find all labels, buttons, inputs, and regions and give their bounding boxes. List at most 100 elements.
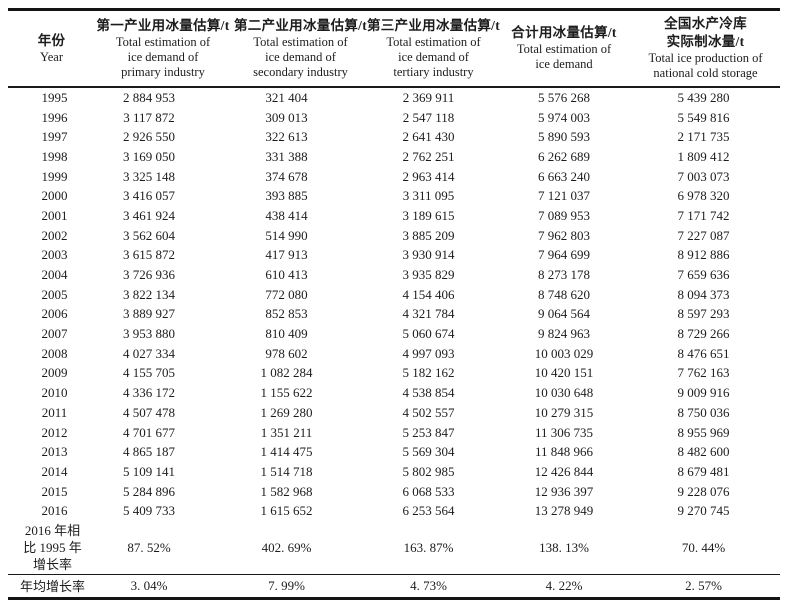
table-row: 2008 4 027 334 978 602 4 997 093 10 003 029 8… (8, 344, 780, 364)
table-row: 2009 4 155 705 1 082 284 5 182 162 10 420 15… (8, 364, 780, 384)
year-cell: 2010 (41, 385, 68, 401)
header-storage-zh-1: 全国水产冷库 (664, 16, 747, 31)
table-row: 2003 3 615 872 417 913 3 930 914 7 964 699 8 … (8, 246, 780, 266)
value-cell: 1 514 718 (260, 463, 313, 479)
year-cell: 2009 (41, 365, 68, 381)
header-primary-en-2: ice demand of (127, 49, 199, 64)
header-year: 年份 Year (8, 13, 95, 83)
header-primary-industry: 第一产业用冰量估算/t Total estimation of ice dema… (95, 13, 231, 83)
value-cell: 13 278 949 (534, 503, 594, 519)
value-cell: 8 748 620 (538, 286, 590, 302)
header-tertiary-en-2: ice demand of (398, 49, 469, 64)
value-cell: 2 762 251 (402, 148, 455, 164)
value-cell: 6 068 533 (402, 483, 455, 499)
value-cell: 393 885 (265, 188, 308, 204)
value-cell: 10 420 151 (534, 365, 594, 381)
header-tertiary-en-3: tertiary industry (393, 64, 474, 79)
value-cell: 5 060 674 (402, 326, 455, 342)
value-cell: 309 013 (265, 109, 308, 125)
value-cell: 4 507 478 (123, 404, 175, 420)
value-cell: 1 615 652 (260, 503, 313, 519)
value-cell: 3 117 872 (123, 109, 175, 125)
value-cell: 2 926 550 (123, 129, 175, 145)
summary-annual-secondary: 7. 99% (268, 578, 305, 594)
value-cell: 8 729 266 (677, 326, 730, 342)
value-cell: 5 284 896 (123, 483, 175, 499)
value-cell: 3 885 209 (402, 227, 455, 243)
value-cell: 5 890 593 (538, 129, 590, 145)
year-cell: 1995 (41, 89, 68, 105)
value-cell: 7 121 037 (538, 188, 590, 204)
value-cell: 3 461 924 (123, 207, 175, 223)
summary-growth-label-line-3: 增长率 (32, 557, 72, 573)
year-cell: 1999 (41, 168, 68, 184)
table-row: 1995 2 884 953 321 404 2 369 911 5 576 268 5 … (8, 88, 780, 108)
value-cell: 4 538 854 (402, 385, 455, 401)
value-cell: 3 189 615 (402, 207, 455, 223)
header-tertiary-zh: 第三产业用冰量估算/t (366, 17, 501, 33)
value-cell: 4 502 557 (402, 404, 455, 420)
value-cell: 772 080 (265, 286, 308, 302)
value-cell: 5 182 162 (402, 365, 455, 381)
value-cell: 2 369 911 (402, 89, 455, 105)
value-cell: 438 414 (265, 207, 308, 223)
value-cell: 7 659 636 (677, 267, 730, 283)
table-row: 2000 3 416 057 393 885 3 311 095 7 121 037 6 … (8, 186, 780, 206)
value-cell: 8 094 373 (677, 286, 730, 302)
header-year-en: Year (39, 49, 64, 64)
value-cell: 374 678 (265, 168, 308, 184)
value-cell: 8 912 886 (677, 247, 730, 263)
header-secondary-industry: 第二产业用冰量估算/t Total estimation of ice dema… (231, 13, 370, 83)
summary-growth-label: 2016 年相 比 1995 年 增长率 (8, 522, 95, 573)
summary-annual-label-line-1: 年均增长率 (19, 578, 85, 594)
year-cell: 2003 (41, 247, 68, 263)
value-cell: 8 955 969 (677, 424, 730, 440)
table-row: 2001 3 461 924 438 414 3 189 615 7 089 953 7 … (8, 206, 780, 226)
value-cell: 8 679 481 (677, 463, 730, 479)
value-cell: 3 822 134 (123, 286, 175, 302)
value-cell: 4 997 093 (402, 345, 455, 361)
year-cell: 1998 (41, 148, 68, 164)
year-cell: 2011 (41, 404, 68, 420)
value-cell: 3 615 872 (123, 247, 175, 263)
value-cell: 12 936 397 (534, 483, 594, 499)
value-cell: 5 974 003 (538, 109, 590, 125)
year-cell: 2002 (41, 227, 68, 243)
table-header: 年份 Year 第一产业用冰量估算/t Total estimation of … (8, 11, 780, 88)
summary-annual-label: 年均增长率 (8, 578, 95, 595)
value-cell: 6 253 564 (402, 503, 455, 519)
value-cell: 322 613 (265, 129, 308, 145)
year-cell: 2004 (41, 267, 68, 283)
value-cell: 7 003 073 (677, 168, 730, 184)
value-cell: 4 027 334 (123, 345, 175, 361)
value-cell: 11 848 966 (534, 444, 594, 460)
table-body: 1995 2 884 953 321 404 2 369 911 5 576 268 5 … (8, 88, 780, 521)
value-cell: 4 865 187 (123, 444, 175, 460)
value-cell: 1 269 280 (260, 404, 313, 420)
value-cell: 1 414 475 (260, 444, 313, 460)
summary-annual-storage: 2. 57% (685, 578, 722, 594)
ice-demand-table: 年份 Year 第一产业用冰量估算/t Total estimation of … (8, 8, 780, 601)
value-cell: 1 809 412 (677, 148, 730, 164)
value-cell: 1 082 284 (260, 365, 313, 381)
header-year-zh: 年份 (37, 32, 66, 48)
table-row: 2016 5 409 733 1 615 652 6 253 564 13 278 94… (8, 501, 780, 521)
header-primary-en-3: primary industry (121, 64, 205, 79)
header-total-zh: 合计用冰量估算/t (511, 25, 617, 40)
value-cell: 810 409 (265, 326, 308, 342)
value-cell: 3 889 927 (123, 306, 175, 322)
value-cell: 2 547 118 (402, 109, 455, 125)
value-cell: 417 913 (265, 247, 308, 263)
value-cell: 3 726 936 (123, 267, 175, 283)
table-row: 2004 3 726 936 610 413 3 935 829 8 273 178 7 … (8, 265, 780, 285)
header-tertiary-en-1: Total estimation of (386, 34, 481, 49)
summary-row-growth-since-1995: 2016 年相 比 1995 年 增长率 87. 52% 402. 69% 16… (8, 521, 780, 574)
summary-annual-total: 4. 22% (545, 578, 583, 594)
year-cell: 2001 (41, 207, 68, 223)
value-cell: 5 409 733 (123, 503, 175, 519)
value-cell: 5 802 985 (402, 463, 455, 479)
year-cell: 2000 (41, 188, 68, 204)
value-cell: 7 171 742 (677, 207, 730, 223)
value-cell: 1 351 211 (260, 424, 313, 440)
